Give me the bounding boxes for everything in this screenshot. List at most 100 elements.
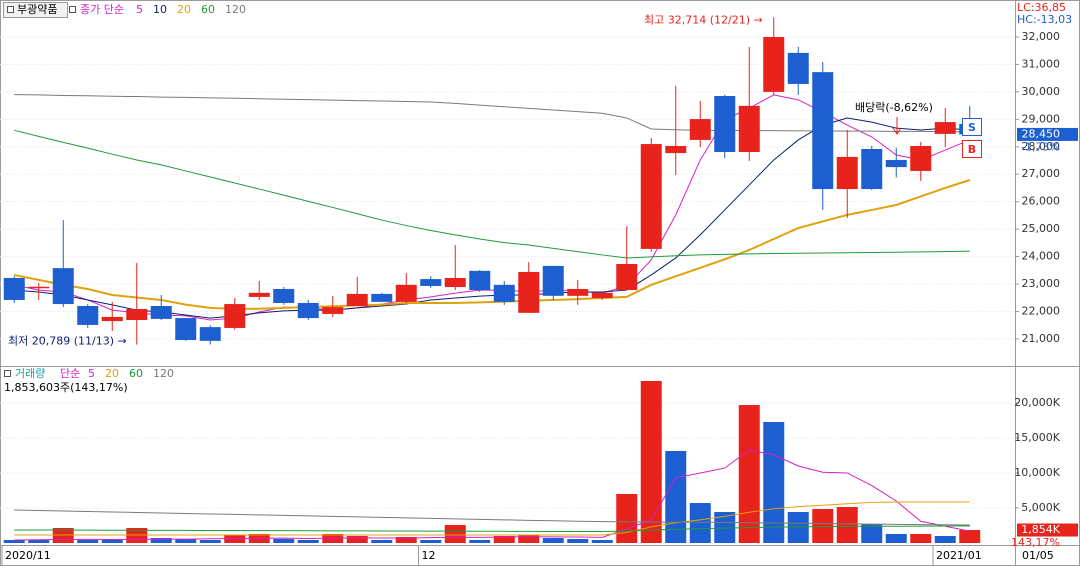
- candle-body: [763, 36, 785, 92]
- y-tick-label: 25,000: [1022, 222, 1061, 235]
- y-tick-label: 32,000: [1022, 30, 1061, 43]
- buy-box: [962, 140, 982, 158]
- candle-body: [689, 119, 711, 140]
- candle-body: [126, 309, 148, 320]
- x-tick-label: 2021/01: [936, 549, 982, 562]
- y-tick-label: 24,000: [1022, 250, 1061, 263]
- volume-bar: [77, 539, 99, 543]
- dividend-label: 배당락(-8,62%): [855, 101, 933, 114]
- legend-entry: 5: [136, 3, 143, 16]
- y-tick-label: 27,000: [1022, 167, 1061, 180]
- ma-line: [14, 449, 970, 541]
- ma-line: [14, 117, 970, 319]
- volume-tag-label: 1,854K: [1021, 523, 1060, 536]
- volume-bar: [493, 535, 515, 543]
- candle-body: [28, 286, 50, 289]
- candle-body: [738, 105, 760, 153]
- candle-body: [910, 145, 932, 171]
- icon: [4, 370, 11, 377]
- y-tick-label: 21,000: [1022, 332, 1061, 345]
- volume-bar: [469, 539, 491, 543]
- ma-line: [14, 129, 970, 259]
- price-tag: [1017, 127, 1078, 141]
- volume-bar: [640, 381, 662, 543]
- legend-entry: 20: [105, 367, 119, 380]
- candle-body: [444, 277, 466, 288]
- volume-bar: [738, 405, 760, 543]
- icon: [7, 6, 14, 13]
- symbol: 부광약품: [17, 2, 57, 16]
- volume-bar: [591, 539, 613, 543]
- volume-bar: [689, 503, 711, 543]
- symbol-box[interactable]: [3, 2, 68, 18]
- y-tick-label: 26,000: [1022, 195, 1061, 208]
- volume-bar: [3, 539, 25, 543]
- candle-body: [224, 304, 246, 328]
- candle-body: [640, 144, 662, 249]
- volume-bar: [420, 539, 442, 543]
- legend-entry: 120: [225, 3, 246, 16]
- candle-body: [861, 148, 883, 190]
- candle-body: [101, 316, 123, 322]
- candle-body: [591, 292, 613, 299]
- volume-legend-name: 거래량: [15, 367, 45, 380]
- volume-bar: [567, 539, 589, 543]
- candle-body: [52, 268, 74, 305]
- volume-bar: [910, 533, 932, 543]
- dividend-arrow: [892, 117, 902, 135]
- y-tick-label: 10,000K: [1014, 466, 1060, 479]
- candle-body: [567, 288, 589, 296]
- candle-body: [322, 307, 344, 314]
- x-tick-label: 2020/11: [5, 549, 51, 562]
- volume-bar: [444, 525, 466, 543]
- volume-info: 1,853,603주(143,17%): [4, 381, 128, 394]
- ma-line: [14, 525, 970, 533]
- candle-body: [175, 318, 197, 341]
- volume-ratio: 143,17%: [1011, 536, 1060, 549]
- volume-bar: [959, 530, 981, 543]
- candle-body: [77, 305, 99, 325]
- volume-bar: [371, 539, 393, 543]
- candle-body: [934, 122, 956, 134]
- volume-bar: [836, 507, 858, 543]
- volume-bar: [150, 538, 172, 543]
- candle-body: [665, 145, 687, 154]
- volume-tag: [1017, 523, 1078, 537]
- legend-entry: 60: [129, 367, 143, 380]
- legend-entry: 10: [153, 3, 167, 16]
- candle-body: [469, 270, 491, 291]
- volume-bar: [616, 493, 638, 543]
- candle-body: [3, 277, 25, 300]
- ma-line: [14, 94, 970, 133]
- ma-line: [14, 501, 970, 536]
- buy-signal: B: [968, 143, 976, 156]
- candle-body: [787, 52, 809, 84]
- legend-entry: 5: [88, 367, 95, 380]
- candle-body: [150, 305, 172, 319]
- volume-bar: [812, 508, 834, 543]
- volume-bar: [934, 535, 956, 543]
- legend-prefix: 종가 단순: [80, 3, 124, 16]
- volume-bar: [665, 451, 687, 543]
- candle-body: [616, 263, 638, 291]
- volume-bar: [101, 539, 123, 543]
- hc: HC:-13,03: [1017, 13, 1072, 26]
- legend-entry: 60: [201, 3, 215, 16]
- volume-bar: [763, 421, 785, 543]
- volume-bar: [273, 539, 295, 543]
- y-tick-label: 15,000K: [1014, 431, 1060, 444]
- candle-body: [542, 265, 564, 296]
- candle-body: [371, 293, 393, 302]
- x-tick-label: 12: [422, 549, 436, 562]
- volume-bar: [542, 538, 564, 543]
- y-tick-label: 23,000: [1022, 277, 1061, 290]
- lc: LC:36,85: [1017, 1, 1066, 14]
- volume-bar: [175, 539, 197, 543]
- candle-body: [248, 292, 270, 297]
- volume-bar: [861, 524, 883, 543]
- volume-bar: [787, 511, 809, 543]
- high-label: 최고 32,714 (12/21) →: [644, 13, 763, 26]
- legend-entry: 20: [177, 3, 191, 16]
